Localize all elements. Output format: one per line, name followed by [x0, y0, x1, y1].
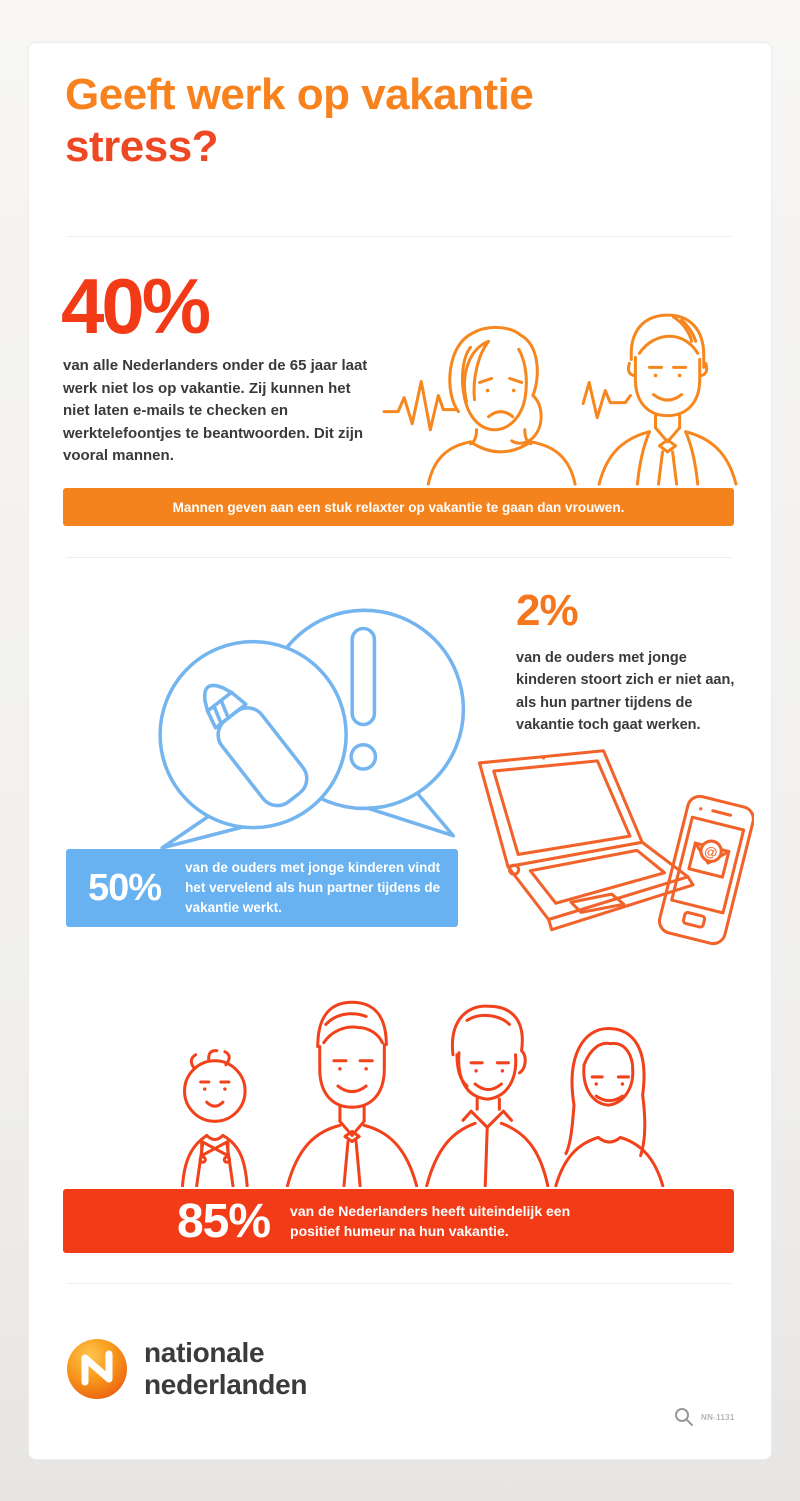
laptop-icon	[477, 749, 695, 932]
page-title-line2: stress?	[65, 121, 219, 171]
speech-bubbles-illustration	[158, 608, 466, 850]
stat-40-description: van alle Nederlanders onder de 65 jaar l…	[63, 357, 368, 464]
stat-2-description: van de ouders met jonge kinderen stoort …	[516, 650, 735, 734]
stat-85-banner: 85% van de Nederlanders heeft uiteindeli…	[63, 1189, 734, 1253]
footer-divider	[66, 1283, 732, 1284]
daughter-icon	[554, 1026, 665, 1187]
reference-code: NN-1131	[701, 1412, 735, 1422]
banner-men-relax-text: Mannen geven aan een stuk relaxter op va…	[172, 499, 625, 515]
brand-wordmark-line2: nederlanden	[144, 1369, 308, 1400]
baby-bottle-icon	[202, 683, 309, 808]
stressed-woman-icon	[426, 325, 577, 486]
stat-50-description: van de ouders met jonge kinderen vindt h…	[185, 859, 441, 916]
section-divider	[66, 557, 732, 558]
section-divider	[66, 236, 732, 237]
stat-40-percent: 40%	[61, 262, 211, 350]
stat-85-percent: 85%	[176, 1194, 271, 1248]
laptop-and-phone-illustration: @	[477, 749, 754, 946]
stat-85-description: van de Nederlanders heeft uiteindelijk e…	[290, 1202, 571, 1239]
brand-wordmark-line1: nationale	[144, 1337, 265, 1369]
smartphone-icon: @	[657, 794, 754, 946]
father-icon	[285, 1000, 419, 1187]
baby-icon	[181, 1049, 249, 1187]
stress-waves-icon	[382, 379, 632, 432]
infographic-card: Geeft werk op vakantie stress? 40% van a…	[28, 42, 772, 1460]
nationale-nederlanden-logo-icon	[67, 1339, 127, 1399]
stressed-woman-and-man-illustration	[382, 313, 738, 486]
envelope-icon: @	[687, 839, 731, 879]
relaxed-man-icon	[597, 313, 738, 486]
svg-text:@: @	[703, 843, 719, 861]
baby-bottle-bubble-icon	[158, 639, 348, 850]
mother-icon	[425, 1004, 550, 1187]
banner-men-relax: Mannen geven aan een stuk relaxter op va…	[63, 488, 734, 526]
page-title-line1: Geeft werk op vakantie	[65, 70, 534, 119]
exclamation-icon	[350, 626, 377, 727]
stat-50-percent: 50%	[88, 866, 162, 909]
brand-wordmark: nationale nederlanden	[144, 1337, 307, 1401]
stat-2-percent: 2%	[516, 586, 579, 635]
page-title: Geeft werk op vakantie stress?	[65, 69, 534, 173]
family-illustration	[181, 1000, 665, 1187]
magnifier-icon[interactable]	[673, 1406, 695, 1428]
brand-block: nationale nederlanden	[65, 1337, 307, 1401]
zoom-control[interactable]: NN-1131	[673, 1406, 735, 1428]
stat-50-box: 50% van de ouders met jonge kinderen vin…	[66, 849, 458, 927]
